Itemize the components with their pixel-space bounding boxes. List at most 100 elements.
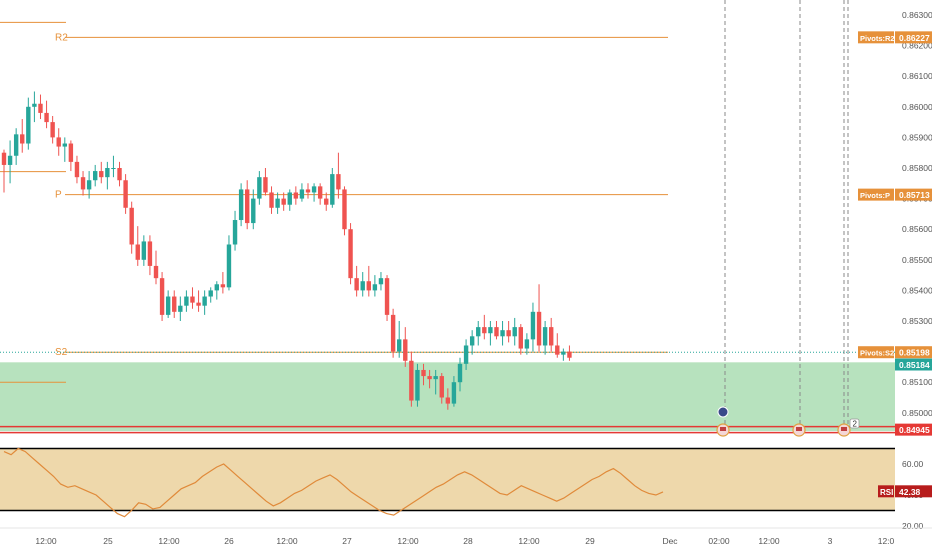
price-axis [895,0,932,550]
candle-body [530,311,536,340]
candle-body [439,376,444,398]
rsi-line [3,447,664,518]
candle-body [1,152,7,165]
candle-body [555,345,560,355]
candle-body [141,241,147,260]
pivot-tag-p-bg [858,188,894,201]
candle-body [360,281,365,291]
pivot-tag-r2: Pivots:R2 [860,34,895,43]
candle-body [287,192,292,205]
pivot-price-label-r2-bg [895,31,932,44]
candle-body [105,168,110,178]
candle-body [421,369,426,377]
price-axis-tick: 0.85100 [902,377,932,387]
candle-body [62,143,67,147]
candle-body [299,189,305,199]
candle-body [512,327,517,337]
time-axis-tick: 12:0 [878,536,895,546]
rsi-axis-tick: 20.00 [902,521,924,531]
candle-body [500,330,505,337]
time-axis-tick: 29 [585,536,595,546]
candle-body [74,161,80,178]
candle-body [147,241,153,266]
candle-body [184,296,189,306]
candle-body [317,186,323,199]
candle-body [7,155,13,165]
candle-body [80,177,86,190]
rsi-name-tag-bg [878,485,894,498]
candle-body [445,397,451,404]
candle-body [494,327,499,337]
candle-body [561,351,566,355]
rsi-band-fill [0,448,895,511]
time-axis-tick: 12:00 [397,536,419,546]
candle-body [172,296,177,312]
time-axis-tick: 12:00 [276,536,298,546]
candle-body [281,198,286,205]
candle-body [397,339,402,352]
candle-body [342,189,347,230]
candle-body [99,171,104,178]
candle-body [117,168,122,181]
candle-body [293,192,299,199]
candle-body [20,134,25,144]
candle-body [372,284,378,291]
candle-body [427,376,432,380]
candle-body [159,278,165,315]
pivot-price-label-p: 0.85713 [899,190,930,200]
time-axis-tick: 02:00 [708,536,730,546]
pivot-tag-s2-bg [858,346,894,359]
time-axis-tick: 12:00 [158,536,180,546]
candle-body [469,336,475,346]
candle-body [38,103,43,113]
current-price-label: 0.85184 [899,360,930,370]
candle-body [482,327,487,334]
candle-body [44,112,49,123]
support-price-label: 0.84945 [899,425,930,435]
pivot-label-r2: R2 [55,32,68,43]
pivot-label-s2: S2 [55,347,68,358]
candle-body [275,198,280,208]
candle-body [32,103,37,107]
candle-body [354,278,359,291]
price-axis-tick: 0.86300 [902,10,932,20]
candle-body [226,244,232,288]
candle-body [549,327,554,346]
pivot-price-label-s2-bg [895,346,932,359]
time-axis-tick: 12:00 [35,536,57,546]
time-axis-tick: 3 [828,536,833,546]
candle-body [111,168,116,169]
rsi-value-label-bg [895,485,932,498]
flag-icon [841,427,847,431]
candle-body [129,207,134,245]
candle-body [26,106,31,144]
pivot-price-label-r2: 0.86227 [899,33,930,43]
event-count-badge-label: 2 [853,420,858,429]
candle-body [409,360,414,401]
candle-body [433,376,438,380]
time-axis-tick: 28 [463,536,473,546]
price-axis-tick: 0.85800 [902,163,932,173]
candle-body [542,327,548,346]
candle-body [208,290,213,297]
candle-body [13,134,19,156]
candle-body [324,198,329,205]
pivot-label-p: P [55,190,62,201]
candle-body [476,327,481,337]
candle-body [451,382,457,404]
price-axis-tick: 0.85500 [902,255,932,265]
candle-body [245,189,250,224]
price-axis-tick: 0.85400 [902,285,932,295]
candle-body [251,198,256,224]
candle-body [524,339,530,349]
candle-body [263,177,268,193]
candle-body [390,314,396,352]
price-axis-tick: 0.85300 [902,316,932,326]
candle-body [56,137,61,147]
price-axis-tick: 0.85000 [902,408,932,418]
event-marker-icon [717,406,729,418]
time-axis-tick: Dec [662,536,678,546]
flag-icon [796,427,802,431]
